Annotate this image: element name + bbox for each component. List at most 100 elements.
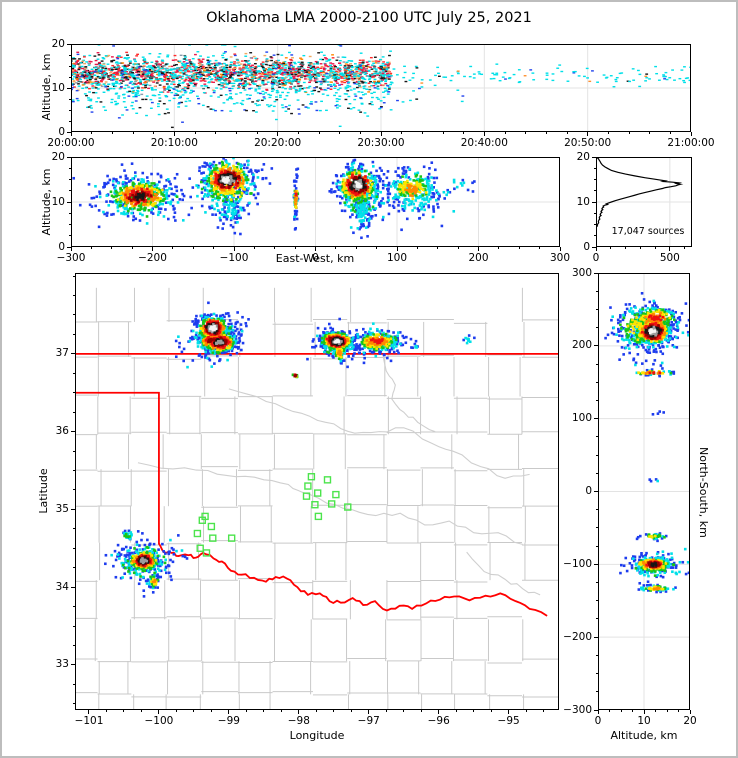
tick-mark: [69, 212, 71, 214]
tick-mark: [594, 212, 596, 214]
tick-mark: [105, 710, 107, 712]
tick-label: 0: [585, 485, 592, 497]
tick-mark: [594, 491, 598, 492]
tick-label: −99: [217, 714, 240, 727]
tick-mark: [359, 132, 361, 134]
tick-label: 10: [51, 195, 65, 208]
tick-mark: [592, 156, 596, 158]
tick-mark: [420, 710, 422, 712]
tick-mark: [596, 582, 598, 584]
tick-mark: [215, 132, 217, 134]
tick-label: 300: [571, 266, 592, 279]
tick-mark: [592, 246, 596, 248]
tick-mark: [172, 247, 174, 249]
tick-mark: [73, 703, 75, 705]
tick-mark: [385, 710, 387, 712]
tick-mark: [70, 247, 72, 251]
tick-mark: [587, 132, 589, 136]
tick-mark: [235, 132, 237, 134]
tick-label: 21:00:00: [667, 136, 715, 149]
tick-mark: [639, 247, 641, 249]
tick-mark: [123, 710, 125, 712]
tick-mark: [71, 586, 75, 588]
tick-mark: [610, 247, 612, 249]
tick-mark: [277, 132, 279, 136]
tick-mark: [643, 710, 645, 714]
tick-label: 10: [637, 714, 651, 727]
tick-label: 20:40:00: [460, 136, 508, 149]
tick-mark: [69, 167, 71, 169]
tick-mark: [335, 247, 337, 249]
tick-mark: [478, 247, 479, 251]
tick-mark: [596, 290, 598, 292]
tick-mark: [518, 247, 520, 249]
tick-label: −95: [497, 714, 520, 727]
tick-mark: [595, 247, 597, 251]
north-south-ylabel: North-South, km: [697, 446, 710, 538]
tick-mark: [131, 247, 133, 249]
tick-mark: [457, 247, 459, 249]
tick-mark: [111, 132, 113, 134]
tick-label: 10: [51, 81, 65, 94]
tick-mark: [594, 190, 596, 192]
tick-mark: [73, 528, 75, 530]
tick-mark: [132, 132, 134, 134]
tick-mark: [508, 710, 510, 714]
tick-label: 200: [571, 339, 592, 352]
tick-mark: [596, 509, 598, 511]
tick-mark: [596, 436, 598, 438]
tick-mark: [73, 314, 75, 316]
tick-mark: [73, 275, 75, 277]
tick-mark: [67, 246, 71, 248]
tick-mark: [438, 710, 440, 714]
tick-label: 37: [55, 347, 69, 360]
tick-mark: [596, 654, 598, 656]
tick-label: −200: [563, 630, 592, 643]
tick-mark: [280, 710, 282, 712]
tick-mark: [152, 247, 153, 251]
tick-label: −300: [563, 703, 592, 716]
tick-mark: [594, 563, 598, 565]
tick-mark: [666, 710, 668, 712]
tick-mark: [545, 132, 547, 134]
tick-mark: [498, 247, 500, 249]
tick-label: 20: [51, 150, 65, 163]
tick-mark: [594, 272, 598, 274]
tick-mark: [566, 132, 568, 134]
tick-mark: [368, 710, 370, 714]
tick-mark: [69, 120, 71, 122]
tick-mark: [69, 190, 71, 192]
alt_histogram-canvas: [596, 157, 692, 247]
tick-label: 33: [55, 658, 69, 671]
tick-mark: [67, 156, 71, 158]
tick-label: 34: [55, 580, 69, 593]
tick-mark: [73, 411, 75, 413]
tick-mark: [298, 710, 300, 714]
tick-mark: [504, 132, 506, 134]
tick-mark: [609, 710, 610, 712]
tick-mark: [403, 710, 405, 712]
tick-mark: [421, 132, 423, 134]
tick-mark: [73, 392, 75, 394]
tick-label: 35: [55, 502, 69, 515]
tick-mark: [73, 683, 75, 685]
tick-mark: [91, 132, 93, 134]
tick-mark: [69, 65, 71, 67]
tick-mark: [73, 333, 75, 335]
tick-mark: [315, 247, 316, 251]
tick-mark: [69, 235, 71, 237]
tick-mark: [525, 710, 527, 712]
tick-mark: [632, 710, 633, 712]
tick-mark: [69, 54, 71, 56]
tick-mark: [416, 247, 418, 249]
tick-mark: [294, 247, 296, 249]
tick-mark: [111, 247, 113, 249]
tick-mark: [539, 247, 541, 249]
tick-mark: [437, 247, 439, 249]
tick-label: 20: [576, 150, 590, 163]
tick-mark: [69, 109, 71, 111]
tick-label: 0: [58, 125, 65, 138]
tick-mark: [88, 710, 90, 714]
tick-label: 300: [549, 251, 571, 264]
tick-label: 36: [55, 425, 69, 438]
